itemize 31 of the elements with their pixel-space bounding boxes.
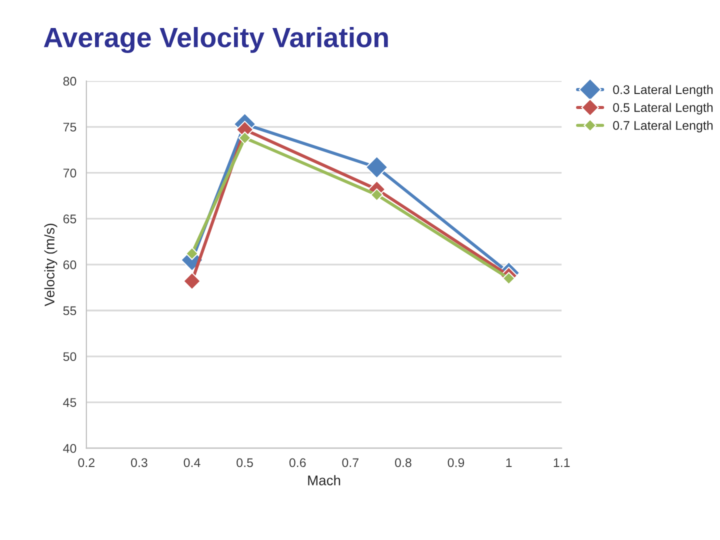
- y-tick-label: 40: [63, 444, 76, 453]
- x-tick-label: 0.2: [78, 458, 94, 468]
- y-tick-label: 55: [63, 306, 76, 316]
- y-tick-label: 65: [63, 214, 76, 224]
- chart-title: Average Velocity Variation: [44, 27, 388, 54]
- legend-label: 0.5 Lateral Length: [613, 102, 713, 114]
- point: [186, 247, 198, 260]
- x-tick-label: 0.8: [395, 458, 412, 468]
- y-axis-title: Velocity (m/s): [44, 224, 58, 306]
- point: [502, 272, 516, 285]
- y-tick-label: 45: [63, 398, 76, 407]
- point: [183, 272, 201, 290]
- point: [370, 188, 384, 202]
- point: [365, 156, 388, 179]
- x-tick-label: 0.5: [236, 458, 253, 468]
- y-tick-label: 80: [63, 76, 76, 86]
- x-tick-label: 0.3: [131, 458, 148, 468]
- x-tick-label: 0.4: [184, 458, 200, 468]
- x-tick-label: 0.6: [289, 458, 306, 468]
- y-tick-label: 50: [63, 352, 76, 362]
- x-tick-label: 1: [506, 458, 512, 467]
- legend-label: 0.3 Lateral Length: [613, 84, 713, 97]
- x-tick-label: 1.1: [554, 458, 570, 467]
- x-axis-title: Mach: [308, 475, 340, 486]
- y-tick-label: 75: [63, 122, 76, 132]
- point: [238, 132, 252, 144]
- legend-label: 0.7 Lateral Length: [613, 120, 713, 132]
- y-tick-label: 60: [63, 260, 76, 270]
- x-tick-label: 0.7: [342, 458, 358, 468]
- x-tick-label: 0.9: [448, 458, 464, 468]
- y-tick-label: 70: [63, 168, 76, 178]
